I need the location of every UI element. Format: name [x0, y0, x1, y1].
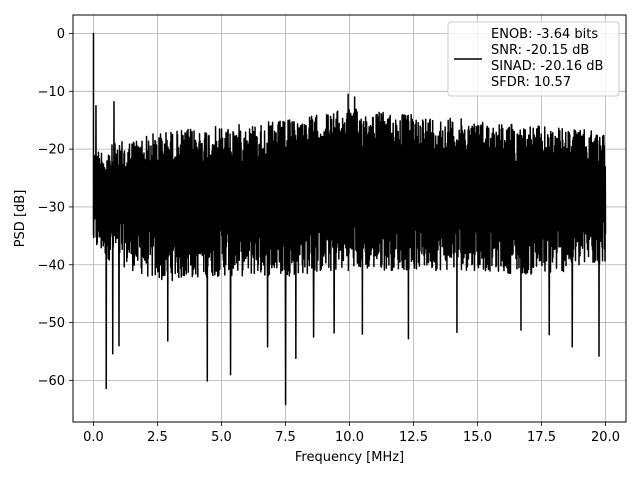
x-tick-label: 12.5 — [399, 430, 428, 445]
y-tick-label: −60 — [38, 374, 65, 389]
x-tick-label: 2.5 — [147, 430, 168, 445]
legend-enob: ENOB: -3.64 bits — [491, 27, 598, 42]
legend-sfdr: SFDR: 10.57 — [491, 75, 571, 90]
y-axis-label: PSD [dB] — [13, 190, 28, 248]
y-tick-label: −10 — [38, 85, 65, 100]
x-tick-label: 5.0 — [211, 430, 232, 445]
x-axis-ticks: 0.0 2.5 5.0 7.5 10.0 12.5 15.0 17.5 20.0 — [83, 422, 620, 445]
x-tick-label: 0.0 — [83, 430, 104, 445]
y-tick-label: −30 — [38, 200, 65, 215]
x-axis-label: Frequency [MHz] — [295, 450, 404, 465]
psd-series-line — [92, 32, 607, 406]
y-tick-label: 0 — [57, 27, 65, 42]
y-tick-label: −50 — [38, 316, 65, 331]
x-tick-label: 7.5 — [275, 430, 296, 445]
x-tick-label: 20.0 — [591, 430, 620, 445]
legend-box — [447, 21, 620, 97]
x-tick-label: 17.5 — [527, 430, 556, 445]
plot-region — [92, 32, 607, 406]
legend-sinad: SINAD: -20.16 dB — [491, 59, 603, 74]
x-tick-label: 15.0 — [463, 430, 492, 445]
y-axis-ticks: 0 −10 −20 −30 −40 −50 −60 — [38, 27, 73, 389]
y-tick-label: −20 — [38, 143, 65, 158]
legend-snr: SNR: -20.15 dB — [491, 43, 589, 58]
legend: ENOB: -3.64 bits SNR: -20.15 dB SINAD: -… — [447, 21, 620, 97]
x-tick-label: 10.0 — [335, 430, 364, 445]
y-tick-label: −40 — [38, 258, 65, 273]
